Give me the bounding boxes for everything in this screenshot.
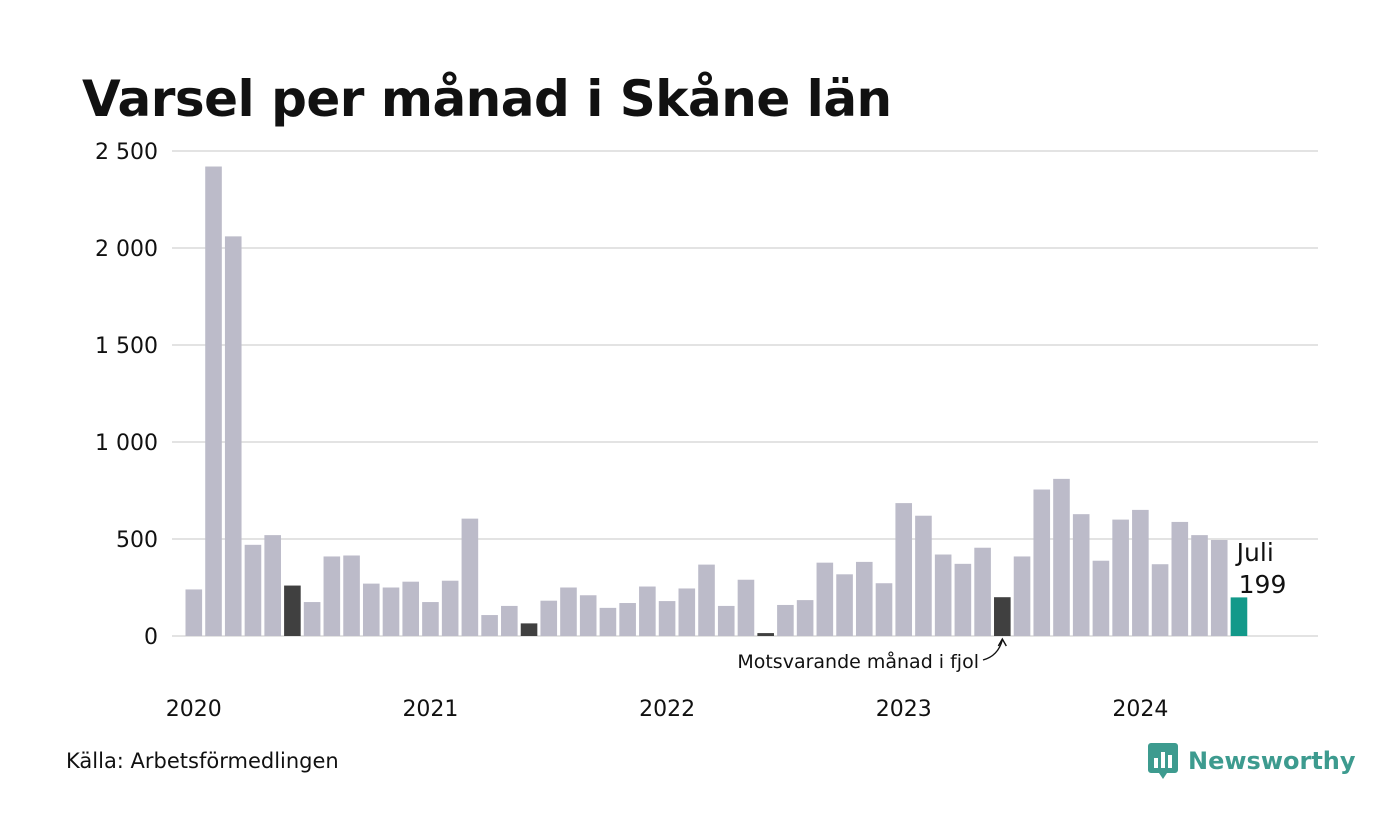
bar: [698, 564, 715, 636]
bar-previous-year: [284, 585, 301, 636]
bar: [244, 544, 262, 636]
y-tick-label: 2 000: [95, 237, 158, 262]
bar: [1171, 521, 1189, 636]
y-tick-label: 500: [116, 528, 158, 553]
bar-previous-year: [520, 623, 538, 636]
bars: [185, 166, 1248, 637]
bar: [343, 555, 360, 636]
x-axis-tick-labels: 2020 2021 2022 2023 2024: [166, 697, 1169, 722]
bar: [915, 515, 932, 636]
newsworthy-logo-icon: [1148, 743, 1178, 779]
bar: [461, 518, 479, 636]
annotations: Juli 199 Motsvarande månad i fjol: [737, 538, 1286, 673]
current-value-label: 199: [1239, 570, 1287, 599]
bar: [1033, 489, 1051, 636]
bar: [1112, 519, 1129, 636]
bar: [303, 602, 321, 636]
y-tick-label: 2 500: [95, 140, 158, 165]
bar: [1151, 564, 1169, 636]
bar-current: [1230, 597, 1248, 636]
bar: [481, 615, 498, 636]
chart-title: Varsel per månad i Skåne län: [82, 70, 892, 128]
x-tick-label: 2021: [402, 697, 458, 722]
bar: [816, 562, 834, 636]
bar: [205, 166, 222, 636]
bar: [501, 605, 518, 636]
y-tick-label: 0: [144, 625, 158, 650]
y-tick-label: 1 000: [95, 431, 158, 456]
brand-logo: Newsworthy: [1148, 743, 1356, 779]
brand-name: Newsworthy: [1188, 747, 1356, 775]
bar: [362, 583, 380, 636]
x-tick-label: 2022: [639, 697, 695, 722]
bar: [1092, 560, 1110, 636]
annotation-arrowhead: [997, 637, 1007, 647]
bar: [402, 581, 420, 636]
bar: [974, 547, 991, 636]
bar: [717, 605, 735, 636]
bar: [1072, 514, 1090, 636]
previous-year-annotation: Motsvarande månad i fjol: [737, 650, 979, 673]
bar: [441, 580, 459, 636]
bar: [1210, 539, 1228, 636]
bar: [737, 579, 755, 636]
bar: [185, 589, 203, 636]
bar: [579, 595, 597, 636]
bar: [875, 583, 893, 636]
bar: [619, 603, 636, 636]
x-tick-label: 2024: [1112, 697, 1168, 722]
bar-previous-year: [757, 633, 774, 636]
current-month-label: Juli: [1235, 538, 1274, 567]
x-tick-label: 2023: [876, 697, 932, 722]
bar: [658, 601, 676, 636]
bar: [599, 607, 617, 636]
bar: [836, 574, 853, 636]
bar: [934, 554, 952, 636]
bar: [1191, 535, 1208, 636]
bar: [1053, 478, 1070, 636]
bar: [954, 563, 972, 636]
x-tick-label: 2020: [166, 697, 222, 722]
bar: [224, 236, 242, 637]
bar: [382, 587, 400, 636]
annotation-arrow: [982, 639, 1003, 661]
bar: [639, 586, 656, 636]
bar: [560, 587, 577, 636]
bar: [855, 561, 873, 636]
bar: [323, 556, 341, 636]
y-tick-label: 1 500: [95, 334, 158, 359]
bar: [422, 602, 439, 636]
bar: [796, 600, 814, 636]
y-axis-tick-labels: 0 500 1 000 1 500 2 000 2 500: [95, 140, 158, 650]
bar: [777, 604, 794, 636]
bar: [678, 588, 696, 636]
bar-previous-year: [994, 597, 1011, 636]
bar: [264, 535, 281, 636]
bar: [540, 600, 558, 636]
bar: [1013, 556, 1031, 636]
bar: [895, 503, 913, 636]
bar: [1132, 509, 1149, 636]
source-note: Källa: Arbetsförmedlingen: [66, 749, 339, 773]
